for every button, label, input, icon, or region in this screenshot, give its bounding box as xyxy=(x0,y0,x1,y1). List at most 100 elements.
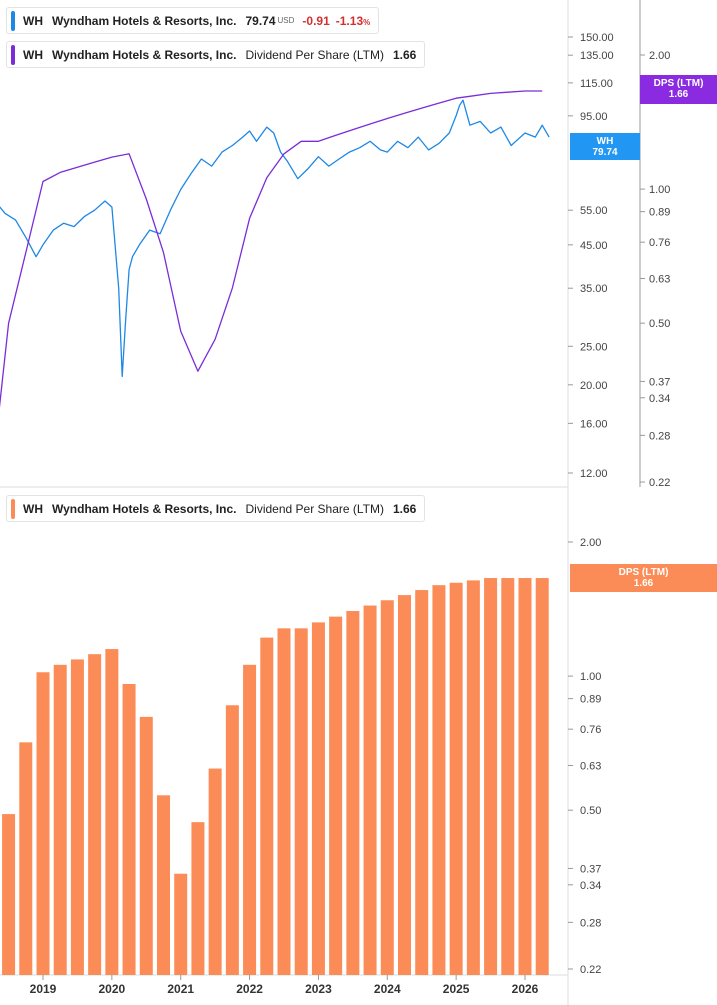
dps-axis-label: 1.00 xyxy=(649,184,670,196)
dps-legend-company: Wyndham Hotels & Resorts, Inc. xyxy=(52,47,237,62)
dps-axis-label: 0.22 xyxy=(649,477,670,489)
dps-bar xyxy=(501,578,515,975)
price-axis-label: 45.00 xyxy=(580,240,608,252)
dps-bar xyxy=(329,616,343,975)
bar-legend-metric: Dividend Per Share (LTM) xyxy=(245,501,384,516)
dps-bar xyxy=(157,795,170,975)
bar-axis-label: 0.22 xyxy=(580,964,601,976)
price-axis-label: 16.00 xyxy=(580,418,608,430)
price-axis-label: 35.00 xyxy=(580,283,608,295)
dps-bar xyxy=(294,628,308,975)
dps-axis-label: 0.76 xyxy=(649,237,670,249)
price-legend-change-pct-value: -1.13 xyxy=(335,13,364,28)
dps-bar xyxy=(380,600,394,975)
price-tag: WH 79.74 xyxy=(570,133,640,160)
dps-bar xyxy=(535,578,549,975)
dps-legend-ticker: WH xyxy=(23,47,43,62)
bar-legend[interactable]: WH Wyndham Hotels & Resorts, Inc. Divide… xyxy=(6,495,426,522)
time-axis-label: 2025 xyxy=(443,982,470,996)
price-axis-label: 150.00 xyxy=(580,32,614,44)
price-axis-label: 115.00 xyxy=(580,78,613,90)
bar-legend-company: Wyndham Hotels & Resorts, Inc. xyxy=(52,501,237,516)
time-axis-label: 2024 xyxy=(374,982,401,996)
dps-axis-label: 0.34 xyxy=(649,393,670,405)
bar-axis-label: 0.37 xyxy=(580,863,601,875)
bar-axis-label: 0.34 xyxy=(580,880,601,892)
price-legend-currency: USD xyxy=(277,16,295,25)
dps-top-tag-label: DPS (LTM) xyxy=(653,78,704,89)
dps-bar xyxy=(311,622,325,975)
bar-axis-label: 1.00 xyxy=(580,671,601,683)
bar-axis-label: 0.89 xyxy=(580,694,601,706)
price-series-line xyxy=(0,99,550,378)
dps-legend-swatch xyxy=(11,44,15,65)
bar-axis-label: 0.50 xyxy=(580,805,601,817)
bar-axis-label: 0.28 xyxy=(580,917,601,929)
dps-bar xyxy=(484,578,498,975)
price-axis-label: 20.00 xyxy=(580,380,608,392)
dps-bar xyxy=(70,659,84,975)
time-axis-label: 2021 xyxy=(167,982,194,996)
dps-bar xyxy=(449,582,463,975)
dps-bar xyxy=(208,768,222,975)
dps-bar xyxy=(363,605,377,975)
dps-series-line xyxy=(0,90,543,409)
price-axis-label: 12.00 xyxy=(580,468,608,480)
dps-axis-label: 0.89 xyxy=(649,207,670,219)
time-axis-label: 2020 xyxy=(99,982,126,996)
dps-bar xyxy=(415,590,429,975)
price-legend-pct-sign: % xyxy=(363,17,371,27)
price-legend-change-pct: -1.13% xyxy=(336,14,370,28)
bar-axis-label: 0.63 xyxy=(580,760,601,772)
dps-axis-label: 2.00 xyxy=(649,50,670,62)
price-legend-ticker: WH xyxy=(23,13,43,28)
bar-axis-label: 2.00 xyxy=(580,537,601,549)
dps-legend[interactable]: WH Wyndham Hotels & Resorts, Inc. Divide… xyxy=(6,41,426,68)
price-axis-label: 135.00 xyxy=(580,50,614,62)
price-axis-label: 25.00 xyxy=(580,341,608,353)
dps-bar xyxy=(53,664,67,975)
dps-bar xyxy=(2,814,16,975)
bar-legend-swatch xyxy=(11,498,15,519)
dps-bar xyxy=(139,716,153,975)
price-axis-label: 95.00 xyxy=(580,111,608,123)
dps-top-tag-value: 1.66 xyxy=(668,89,689,100)
time-axis-label: 2022 xyxy=(236,982,263,996)
dps-bar xyxy=(398,595,411,975)
dps-bar xyxy=(260,637,274,975)
dps-bar xyxy=(122,683,136,975)
dps-axis-label: 0.63 xyxy=(649,273,670,285)
dps-bar xyxy=(36,672,50,975)
bar-legend-ticker: WH xyxy=(23,501,43,516)
price-legend-company: Wyndham Hotels & Resorts, Inc. xyxy=(52,13,237,28)
dps-top-tag: DPS (LTM) 1.66 xyxy=(640,75,717,104)
time-axis-label: 2023 xyxy=(305,982,332,996)
dps-bar xyxy=(277,628,291,975)
dps-bar xyxy=(174,873,188,975)
dps-axis-label: 0.28 xyxy=(649,430,670,442)
time-axis-label: 2019 xyxy=(30,982,57,996)
dps-bottom-tag-label: DPS (LTM) xyxy=(618,567,669,578)
dps-axis-label: 0.37 xyxy=(649,376,670,388)
dps-bar xyxy=(518,578,532,975)
price-tag-label: WH xyxy=(596,136,614,147)
price-axis-label: 55.00 xyxy=(580,205,608,217)
dps-bar xyxy=(191,822,205,975)
price-legend[interactable]: WH Wyndham Hotels & Resorts, Inc. 79.74 … xyxy=(6,7,380,34)
dps-bottom-tag: DPS (LTM) 1.66 xyxy=(570,564,717,592)
dps-bar xyxy=(19,742,33,975)
dps-bar xyxy=(432,585,446,975)
dps-bottom-tag-value: 1.66 xyxy=(633,578,654,589)
dps-bar xyxy=(243,664,257,975)
dps-bar xyxy=(346,610,360,975)
dps-axis-label: 0.50 xyxy=(649,318,670,330)
dps-bar xyxy=(466,580,480,975)
bar-axis-label: 0.76 xyxy=(580,724,601,736)
dps-bar xyxy=(88,654,102,975)
price-legend-swatch xyxy=(11,10,15,31)
price-legend-value: 79.74 xyxy=(245,13,276,28)
time-axis-label: 2026 xyxy=(512,982,539,996)
dps-legend-metric: Dividend Per Share (LTM) xyxy=(245,47,384,62)
bar-legend-value: 1.66 xyxy=(392,501,417,516)
